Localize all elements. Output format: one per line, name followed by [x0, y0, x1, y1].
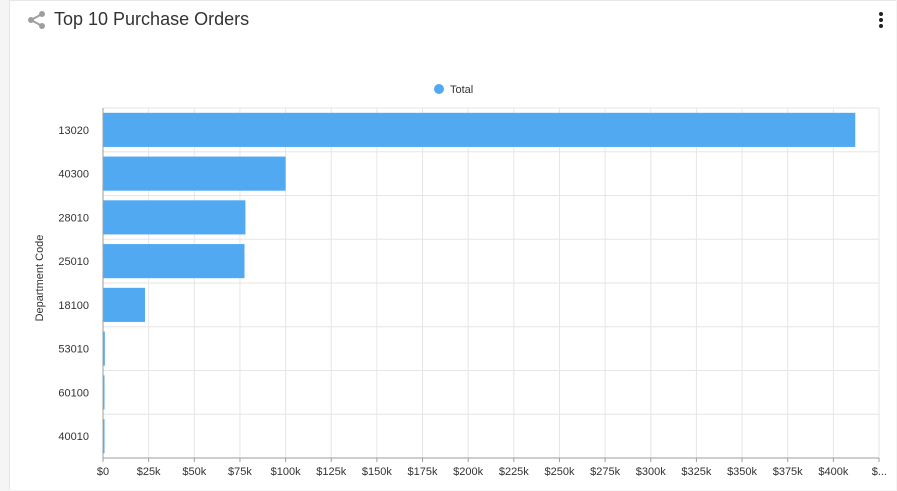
bar-18100	[103, 287, 145, 322]
y-tick-label: 18100	[58, 300, 89, 312]
x-tick-label: $275k	[590, 466, 620, 478]
y-tick-label: 13020	[58, 125, 89, 137]
y-axis-title: Department Code	[34, 235, 46, 322]
x-tick-label: $50k	[182, 466, 206, 478]
legend-label: Total	[450, 84, 473, 96]
y-tick-label: 40300	[58, 169, 89, 181]
x-tick-label: $400k	[818, 466, 848, 478]
x-tick-label: $125k	[316, 466, 346, 478]
x-tick-label: $...	[872, 466, 887, 478]
x-tick-label: $300k	[636, 466, 666, 478]
y-tick-label: 60100	[58, 387, 89, 399]
x-tick-label: $250k	[544, 466, 574, 478]
x-tick-label: $0	[97, 466, 109, 478]
kebab-menu-icon[interactable]	[874, 11, 888, 31]
legend-marker	[434, 84, 444, 94]
y-tick-label: 40010	[58, 431, 89, 443]
widget-header: Top 10 Purchase Orders	[10, 1, 896, 41]
bar-13020	[103, 112, 856, 147]
x-tick-label: $175k	[408, 466, 438, 478]
bar-60100	[103, 375, 105, 410]
bar-40010	[103, 419, 105, 454]
x-tick-label: $350k	[727, 466, 757, 478]
share-icon	[28, 11, 45, 29]
x-tick-label: $25k	[137, 466, 161, 478]
widget-card: Top 10 Purchase Orders Total 13020 40300 28…	[9, 0, 896, 490]
bar-25010	[103, 244, 245, 279]
x-tick-label: $100k	[271, 466, 301, 478]
bar-40300	[103, 156, 286, 191]
bar-53010	[103, 331, 105, 366]
bar-28010	[103, 200, 246, 235]
y-tick-label: 28010	[58, 212, 89, 224]
x-tick-label: $225k	[499, 466, 529, 478]
y-tick-label: 53010	[58, 344, 89, 356]
y-tick-label: 25010	[58, 256, 89, 268]
x-tick-label: $75k	[228, 466, 252, 478]
x-tick-label: $325k	[681, 466, 711, 478]
x-tick-label: $150k	[362, 466, 392, 478]
purchase-orders-chart: Total 13020 40300 28010 25010 18100 53010 60100…	[34, 84, 887, 478]
x-tick-label: $375k	[773, 466, 803, 478]
widget-title: Top 10 Purchase Orders	[54, 9, 250, 29]
x-tick-label: $200k	[453, 466, 483, 478]
